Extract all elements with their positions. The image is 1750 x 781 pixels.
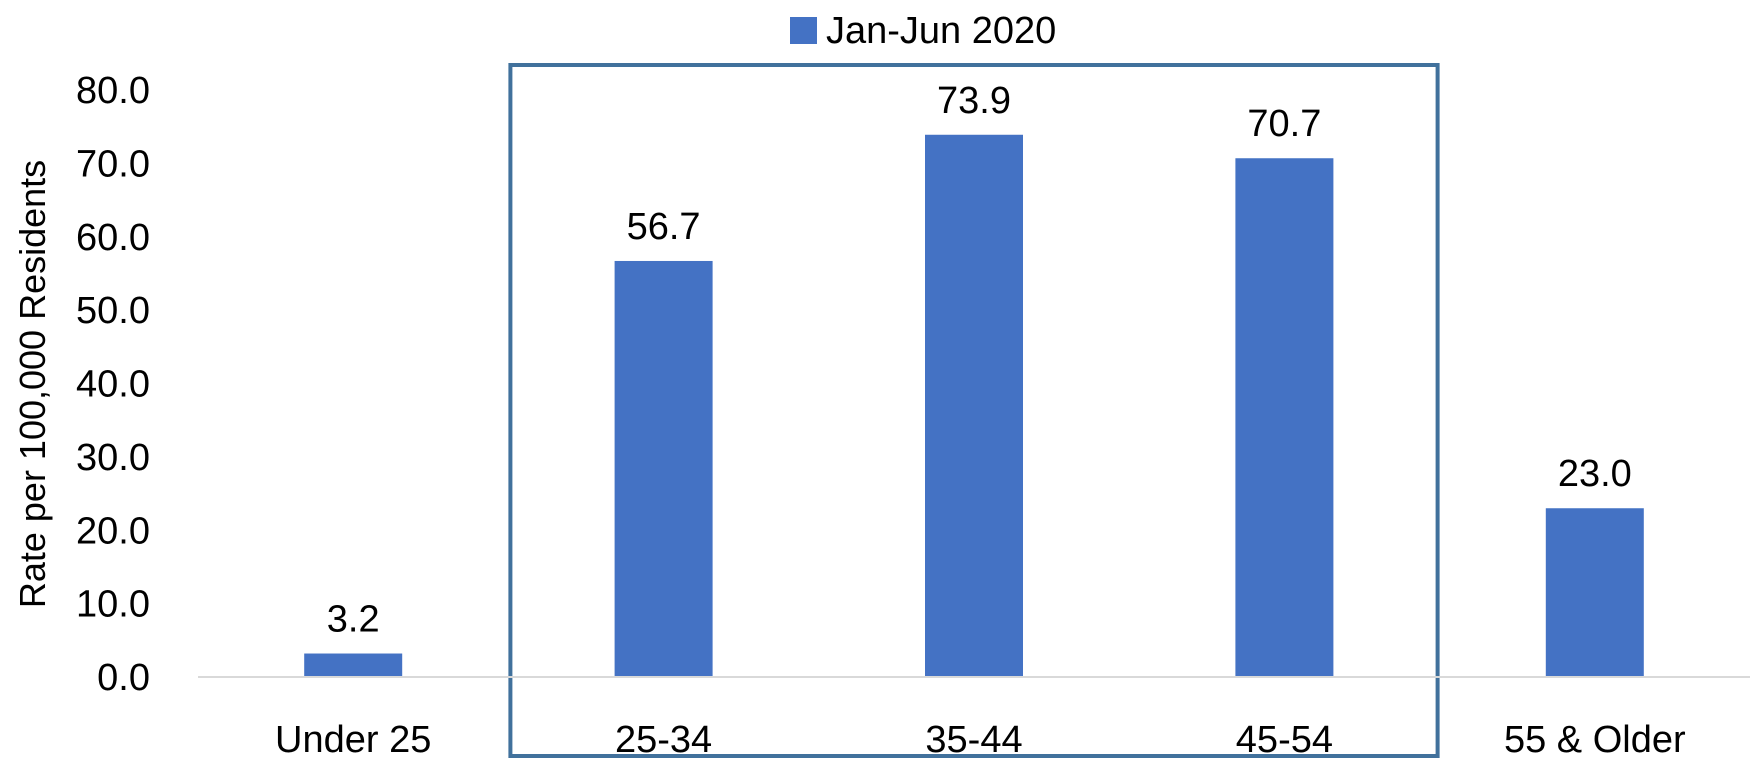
x-tick-label: 25-34 xyxy=(615,719,712,761)
legend-swatch xyxy=(790,17,817,44)
y-tick-label: 80.0 xyxy=(76,70,150,112)
data-label: 70.7 xyxy=(1247,103,1321,145)
bar xyxy=(614,260,713,677)
x-tick-label: 55 & Older xyxy=(1504,719,1686,761)
data-label: 73.9 xyxy=(937,80,1011,122)
bar xyxy=(925,134,1023,678)
highlight-box xyxy=(508,63,1440,758)
x-tick-label: 45-54 xyxy=(1236,719,1333,761)
y-tick-label: 10.0 xyxy=(76,584,150,626)
legend-label: Jan-Jun 2020 xyxy=(826,10,1056,52)
data-label: 3.2 xyxy=(327,599,380,641)
highlight-box-group xyxy=(508,63,1440,758)
data-labels: 3.2 56.7 73.9 70.7 23.0 xyxy=(327,80,1632,641)
data-label: 23.0 xyxy=(1558,453,1632,495)
y-tick-label: 0.0 xyxy=(97,657,150,699)
y-tick-label: 30.0 xyxy=(76,437,150,479)
y-tick-label: 20.0 xyxy=(76,510,150,552)
bar xyxy=(304,653,403,677)
data-label: 56.7 xyxy=(627,206,701,248)
bar xyxy=(1545,508,1644,677)
x-axis-ticks: Under 25 25-34 35-44 45-54 55 & Older xyxy=(275,719,1686,761)
y-tick-label: 60.0 xyxy=(76,217,150,259)
y-tick-label: 50.0 xyxy=(76,290,150,332)
bars xyxy=(304,134,1644,678)
y-axis-ticks: 0.0 10.0 20.0 30.0 40.0 50.0 60.0 70.0 80.0 xyxy=(76,70,150,699)
bar xyxy=(1235,158,1334,677)
y-tick-label: 40.0 xyxy=(76,364,150,406)
y-tick-label: 70.0 xyxy=(76,143,150,185)
y-axis-title: Rate per 100,000 Residents xyxy=(12,160,53,608)
x-tick-label: 35-44 xyxy=(925,719,1022,761)
legend: Jan-Jun 2020 xyxy=(790,10,1056,52)
x-tick-label: Under 25 xyxy=(275,719,431,761)
